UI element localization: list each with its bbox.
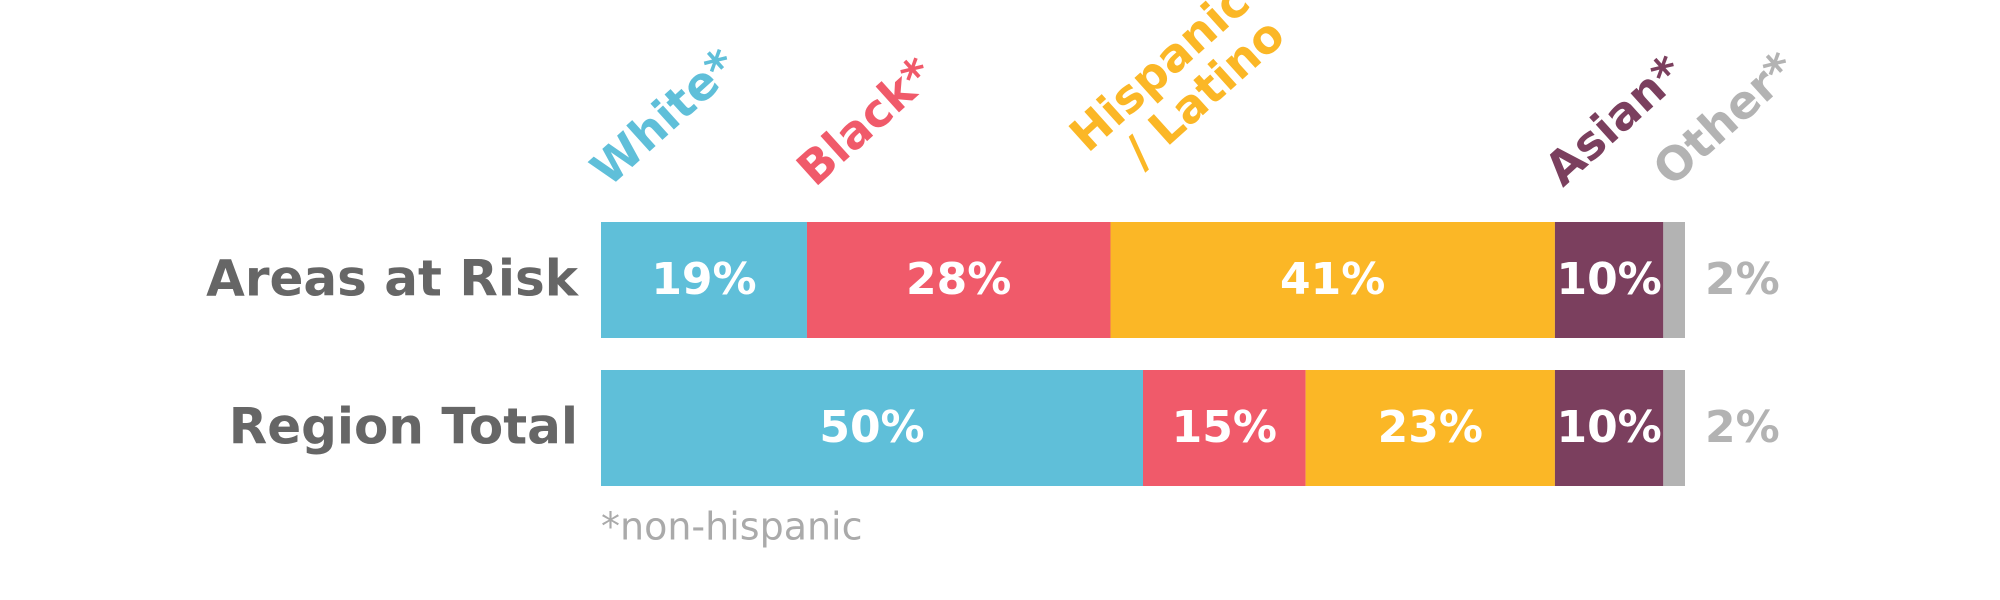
- value-label: 2%: [1705, 254, 1780, 305]
- bar-segment: [1663, 222, 1685, 338]
- legend-label: White*: [580, 38, 747, 196]
- bar-segment: [806, 222, 1111, 338]
- bar-segment: [1305, 370, 1555, 486]
- row-label: Areas at Risk: [206, 250, 580, 308]
- bar-segment: [1554, 222, 1664, 338]
- bar-segment: [1110, 222, 1555, 338]
- bar-segment: [1554, 370, 1664, 486]
- footnote: *non-hispanic: [601, 505, 863, 549]
- value-label: 10%: [1556, 254, 1661, 305]
- value-label: 19%: [651, 254, 756, 305]
- bar-segment: [601, 222, 807, 338]
- legend-label: Black*: [786, 46, 944, 196]
- value-label: 15%: [1172, 402, 1277, 453]
- legend-label: Hispanic / Latino: [1059, 0, 1304, 198]
- bar-segment: [1663, 370, 1685, 486]
- value-label: 28%: [906, 254, 1011, 305]
- value-label: 2%: [1705, 402, 1780, 453]
- value-label: 50%: [819, 402, 924, 453]
- bar-segment: [601, 370, 1143, 486]
- row-label: Region Total: [229, 398, 578, 456]
- value-label: 41%: [1280, 254, 1385, 305]
- value-label: 23%: [1378, 402, 1483, 453]
- bar-segment: [1143, 370, 1306, 486]
- value-label: 10%: [1556, 402, 1661, 453]
